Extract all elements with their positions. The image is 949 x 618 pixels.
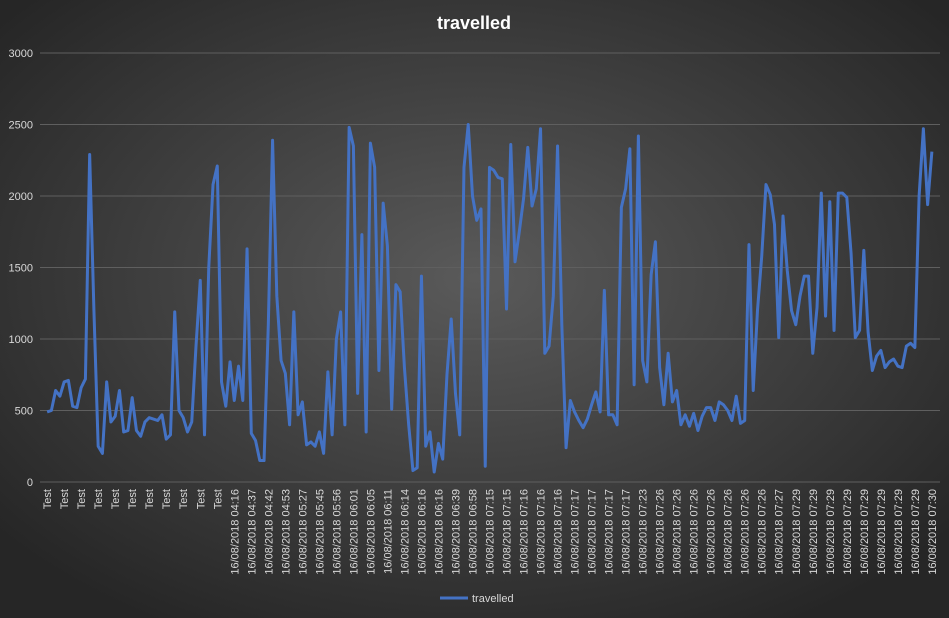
x-tick-label: 16/08/2018 07:29 [910, 489, 922, 575]
x-tick-label: 16/08/2018 05:45 [314, 489, 326, 575]
x-tick-label: 16/08/2018 07:29 [808, 489, 820, 575]
x-tick-label: Test [42, 489, 54, 509]
x-tick-label: 16/08/2018 04:37 [246, 489, 258, 575]
x-tick-label: 16/08/2018 07:27 [774, 489, 786, 575]
x-tick-label: 16/08/2018 06:11 [382, 489, 394, 574]
y-tick-label: 1000 [9, 334, 33, 346]
x-tick-label: 16/08/2018 05:27 [297, 489, 309, 575]
x-tick-label: Test [59, 489, 71, 509]
x-tick-label: Test [127, 489, 139, 509]
x-tick-label: 16/08/2018 06:16 [433, 489, 445, 575]
x-tick-label: 16/08/2018 06:39 [450, 489, 462, 575]
x-tick-label: 16/08/2018 07:16 [536, 489, 548, 575]
x-tick-label: 16/08/2018 07:15 [485, 489, 497, 575]
x-tick-label: 16/08/2018 07:17 [570, 489, 582, 575]
y-tick-label: 2500 [9, 120, 33, 132]
x-tick-label: 16/08/2018 07:26 [723, 489, 735, 575]
x-tick-label: 16/08/2018 07:29 [859, 489, 871, 575]
x-tick-label: 16/08/2018 06:16 [416, 489, 428, 575]
x-tick-label: 16/08/2018 07:17 [587, 489, 599, 575]
x-tick-label: 16/08/2018 07:17 [621, 489, 633, 575]
x-tick-label: Test [110, 489, 122, 509]
y-tick-label: 1500 [9, 263, 33, 275]
x-tick-label: Test [76, 489, 88, 509]
x-tick-label: 16/08/2018 07:26 [689, 489, 701, 575]
y-tick-label: 2000 [9, 191, 33, 203]
chart-title: travelled [437, 13, 511, 33]
x-tick-label: 16/08/2018 07:30 [927, 489, 939, 575]
x-tick-label: 16/08/2018 07:17 [604, 489, 616, 575]
data-line [46, 123, 934, 474]
x-tick-label: 16/08/2018 07:29 [791, 489, 803, 575]
x-tick-label: 16/08/2018 07:26 [706, 489, 718, 575]
x-tick-label: Test [195, 489, 207, 509]
x-tick-label: 16/08/2018 04:16 [229, 489, 241, 575]
x-tick-label: 16/08/2018 07:29 [876, 489, 888, 575]
x-tick-label: Test [212, 489, 224, 509]
x-tick-label: 16/08/2018 07:29 [893, 489, 905, 575]
y-tick-label: 3000 [9, 48, 33, 60]
x-tick-label: 16/08/2018 07:29 [842, 489, 854, 575]
x-tick-label: 16/08/2018 07:29 [825, 489, 837, 575]
legend-label: travelled [472, 593, 514, 605]
x-tick-label: 16/08/2018 07:26 [740, 489, 752, 575]
x-tick-label: 16/08/2018 04:42 [263, 489, 275, 575]
y-tick-label: 0 [27, 477, 33, 489]
x-tick-label: 16/08/2018 07:23 [638, 489, 650, 575]
x-tick-label: 16/08/2018 06:14 [399, 489, 411, 575]
x-tick-label: Test [93, 489, 105, 509]
x-tick-label: Test [178, 489, 190, 509]
x-tick-label: Test [161, 489, 173, 509]
x-tick-label: 16/08/2018 07:26 [655, 489, 667, 575]
x-tick-label: 16/08/2018 06:58 [467, 489, 479, 575]
x-tick-label: 16/08/2018 07:26 [672, 489, 684, 575]
x-tick-label: 16/08/2018 07:16 [519, 489, 531, 575]
x-tick-label: 16/08/2018 07:26 [757, 489, 769, 575]
x-tick-label: 16/08/2018 05:56 [331, 489, 343, 575]
y-tick-label: 500 [15, 406, 33, 418]
x-tick-label: 16/08/2018 07:16 [553, 489, 565, 575]
x-tick-label: 16/08/2018 07:15 [502, 489, 514, 575]
x-tick-label: 16/08/2018 04:53 [280, 489, 292, 575]
x-tick-label: Test [144, 489, 156, 509]
x-tick-label: 16/08/2018 06:01 [348, 489, 360, 575]
x-tick-label: 16/08/2018 06:05 [365, 489, 377, 575]
